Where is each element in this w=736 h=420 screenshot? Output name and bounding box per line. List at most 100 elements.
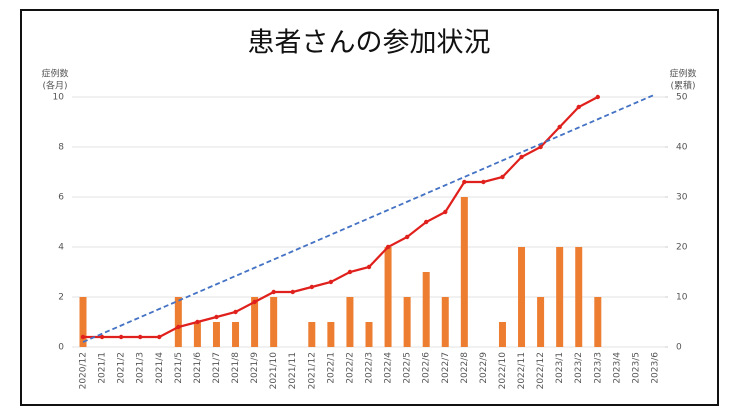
x-tick-label: 2023/5 — [631, 352, 641, 384]
bar — [79, 297, 87, 347]
bar — [365, 322, 373, 347]
bar — [422, 272, 430, 347]
x-tick-label: 2022/2 — [345, 352, 355, 384]
x-tick-label: 2021/5 — [174, 352, 184, 384]
bar — [594, 297, 602, 347]
x-tick-label: 2021/12 — [307, 352, 317, 389]
bar — [575, 247, 583, 347]
y2-tick-label: 40 — [676, 143, 688, 153]
y2-axis-label: 症例数 — [669, 68, 696, 80]
x-tick-label: 2023/1 — [555, 352, 565, 384]
line-marker — [80, 334, 86, 340]
x-tick-label: 2023/4 — [612, 352, 622, 384]
line-marker — [595, 94, 600, 100]
bar — [460, 197, 468, 347]
x-tick-label: 2023/2 — [574, 352, 584, 384]
line-marker — [462, 179, 467, 185]
x-tick-label: 2022/8 — [460, 352, 470, 384]
bar — [403, 297, 411, 347]
line-marker — [347, 269, 353, 275]
y2-tick-label: 50 — [676, 93, 688, 103]
line-marker — [290, 289, 295, 295]
y-tick-label: 4 — [58, 243, 64, 253]
line-marker — [233, 309, 238, 315]
y2-tick-label: 30 — [676, 193, 688, 203]
line-marker — [214, 314, 219, 320]
bar — [232, 322, 240, 347]
x-tick-label: 2022/3 — [365, 352, 375, 384]
y2-tick-label: 20 — [676, 243, 688, 253]
bar — [212, 322, 220, 347]
line-marker — [481, 179, 486, 185]
y2-tick-label: 0 — [676, 343, 682, 353]
bar — [537, 297, 545, 347]
x-tick-label: 2021/11 — [288, 352, 298, 389]
x-tick-label: 2022/10 — [498, 352, 508, 390]
line-marker — [500, 174, 505, 180]
y-tick-label: 8 — [58, 143, 64, 153]
bar — [327, 322, 335, 347]
line — [83, 96, 599, 339]
line-marker — [519, 154, 524, 160]
y-axis-label: (各月) — [42, 80, 67, 92]
y-axis-label: 症例数 — [41, 68, 68, 80]
line-marker — [404, 234, 410, 240]
x-tick-label: 2021/6 — [193, 352, 203, 384]
bar — [346, 297, 354, 347]
x-tick-label: 2021/4 — [155, 352, 165, 384]
x-tick-label: 2021/2 — [117, 352, 127, 384]
x-tick-label: 2022/1 — [326, 352, 336, 384]
x-tick-label: 2021/3 — [136, 352, 146, 384]
y-tick-label: 2 — [58, 293, 64, 303]
x-tick-label: 2022/11 — [517, 352, 527, 389]
line-marker — [99, 334, 105, 340]
line-marker — [252, 299, 257, 305]
bar — [518, 247, 526, 347]
line-marker — [176, 324, 181, 330]
line-marker — [328, 279, 334, 285]
x-tick-label: 2021/1 — [98, 352, 108, 384]
bar — [556, 247, 564, 347]
line-marker — [443, 209, 448, 215]
x-tick-label: 2021/10 — [269, 352, 279, 390]
line-marker — [366, 264, 372, 270]
line-marker — [118, 334, 124, 340]
bar — [251, 297, 259, 347]
line-marker — [195, 319, 200, 325]
bar — [308, 322, 316, 347]
bar — [270, 297, 278, 347]
y2-axis-label: (累積) — [670, 80, 695, 92]
line-marker — [157, 334, 162, 340]
bar — [174, 297, 182, 347]
bar — [498, 322, 506, 347]
bar — [193, 322, 201, 347]
line-marker — [576, 104, 581, 110]
y-tick-label: 6 — [58, 193, 64, 203]
x-tick-label: 2023/3 — [593, 352, 603, 384]
x-tick-label: 2021/8 — [231, 352, 241, 384]
x-tick-label: 2021/9 — [250, 352, 260, 384]
line-marker — [385, 244, 391, 250]
y2-tick-label: 10 — [676, 293, 688, 303]
x-tick-label: 2022/6 — [422, 352, 432, 384]
line-marker — [138, 334, 143, 340]
x-tick-label: 2021/7 — [212, 352, 222, 384]
x-tick-label: 2022/5 — [403, 352, 413, 384]
line-marker — [424, 219, 429, 225]
x-tick-label: 2023/6 — [651, 352, 661, 384]
bar — [384, 247, 392, 347]
x-tick-label: 2022/9 — [479, 352, 489, 384]
x-tick-label: 2022/4 — [384, 352, 394, 384]
bar — [441, 297, 449, 347]
line-marker — [271, 289, 276, 295]
line-marker — [557, 124, 562, 130]
chart-title: 患者さんの参加状況 — [248, 28, 491, 59]
y-tick-label: 10 — [53, 93, 65, 103]
x-tick-label: 2020/12 — [79, 352, 89, 389]
y-tick-label: 0 — [58, 343, 64, 353]
x-tick-label: 2022/12 — [536, 352, 546, 389]
line-marker — [538, 144, 543, 150]
x-tick-label: 2022/7 — [441, 352, 451, 384]
line-marker — [309, 284, 314, 290]
